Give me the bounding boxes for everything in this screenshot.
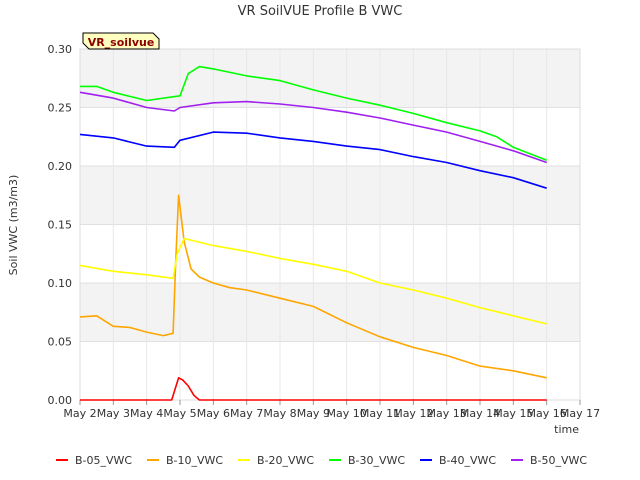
x-tick-label: May 13 xyxy=(427,407,467,420)
y-axis-label: Soil VWC (m3/m3) xyxy=(7,175,20,276)
site-badge-label: VR_soilvue xyxy=(88,36,155,49)
x-tick-label: May 3 xyxy=(97,407,130,420)
legend-label: B-50_VWC xyxy=(530,454,587,467)
legend-label: B-05_VWC xyxy=(75,454,132,467)
legend: B-05_VWC B-10_VWC B-20_VWC B-30_VWC B-40_VWC… xyxy=(56,454,587,467)
chart-title: VR SoilVUE Profile B VWC xyxy=(238,4,403,19)
x-tick-label: May 2 xyxy=(63,407,96,420)
plot-band xyxy=(80,341,580,400)
legend-label: B-30_VWC xyxy=(348,454,405,467)
x-tick-label: May 5 xyxy=(163,407,196,420)
series-line-b-05-vwc xyxy=(80,376,547,401)
plot-band xyxy=(80,166,580,225)
y-tick-label: 0.15 xyxy=(48,219,73,232)
series-line-b-30-vwc xyxy=(80,65,547,161)
x-tick-label: May 11 xyxy=(360,407,400,420)
y-tick-label: 0.25 xyxy=(48,102,73,115)
y-tick-label: 0.05 xyxy=(48,336,73,349)
series-line-b-10-vwc xyxy=(79,194,547,379)
series-line-b-20-vwc xyxy=(79,237,547,325)
y-tick-label: 0.10 xyxy=(48,277,73,290)
x-tick-label: May 17 xyxy=(560,407,600,420)
plot-background xyxy=(80,49,580,400)
x-tick-label: May 10 xyxy=(327,407,367,420)
x-tick-label: May 15 xyxy=(493,407,533,420)
x-tick-label: May 9 xyxy=(297,407,330,420)
y-tick-label: 0.00 xyxy=(48,394,73,407)
x-tick-label: May 12 xyxy=(393,407,433,420)
x-tick-label: May 14 xyxy=(460,407,500,420)
legend-label: B-40_VWC xyxy=(439,454,496,467)
x-tick-label: May 4 xyxy=(130,407,163,420)
x-tick-label: May 7 xyxy=(230,407,263,420)
series-line-b-50-vwc xyxy=(79,91,547,164)
x-axis-label: time xyxy=(554,423,579,436)
plot-band xyxy=(80,283,580,342)
y-tick-label: 0.20 xyxy=(48,160,73,173)
x-axis: May 2 May 3 May 4 May 5 May 6 May 7 May 8 May 9… xyxy=(63,400,600,420)
y-tick-label: 0.30 xyxy=(48,43,73,56)
series-group xyxy=(79,65,547,401)
legend-label: B-10_VWC xyxy=(166,454,223,467)
y-axis: 0.00 0.05 0.10 0.15 0.20 0.25 0.30 xyxy=(48,43,73,407)
site-badge: VR_soilvue xyxy=(82,32,160,50)
x-tick-label: May 6 xyxy=(197,407,230,420)
site-badge-box xyxy=(82,32,160,50)
series-line-b-40-vwc xyxy=(79,131,547,189)
x-tick-label: May 16 xyxy=(527,407,567,420)
plot-band xyxy=(80,107,580,166)
plot-band xyxy=(80,224,580,283)
legend-label: B-20_VWC xyxy=(257,454,314,467)
x-tick-label: May 8 xyxy=(263,407,296,420)
